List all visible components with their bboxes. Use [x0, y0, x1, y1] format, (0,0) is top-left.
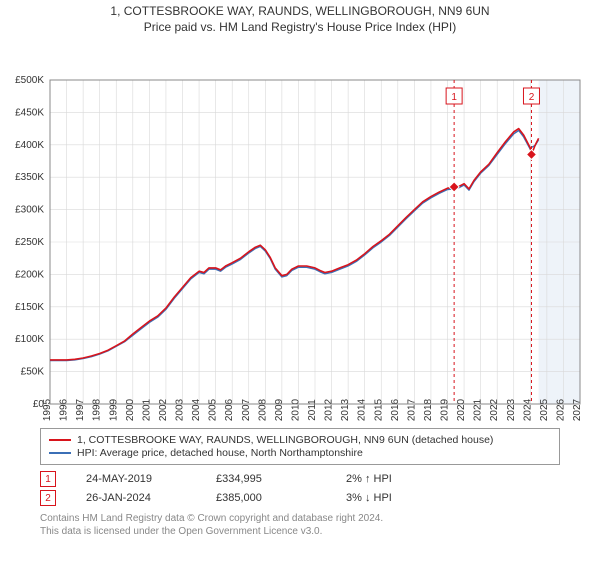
- svg-text:£100K: £100K: [15, 334, 44, 345]
- svg-text:2005: 2005: [208, 398, 219, 421]
- transaction-marker: 2: [40, 490, 56, 506]
- svg-text:2014: 2014: [357, 398, 368, 421]
- title-line-2: Price paid vs. HM Land Registry's House …: [0, 20, 600, 34]
- svg-text:1995: 1995: [42, 398, 53, 421]
- svg-text:1999: 1999: [108, 398, 119, 421]
- svg-text:1998: 1998: [92, 398, 103, 421]
- svg-text:£350K: £350K: [15, 172, 44, 183]
- legend-label: 1, COTTESBROOKE WAY, RAUNDS, WELLINGBORO…: [77, 434, 493, 446]
- svg-text:2010: 2010: [290, 398, 301, 421]
- svg-text:£300K: £300K: [15, 205, 44, 216]
- svg-text:2011: 2011: [307, 399, 318, 421]
- svg-text:2022: 2022: [489, 398, 500, 421]
- chart-legend: 1, COTTESBROOKE WAY, RAUNDS, WELLINGBORO…: [40, 428, 560, 465]
- svg-text:2001: 2001: [141, 398, 152, 421]
- footer-line-1: Contains HM Land Registry data © Crown c…: [40, 512, 560, 525]
- svg-text:2002: 2002: [158, 398, 169, 421]
- svg-text:2019: 2019: [440, 398, 451, 421]
- transaction-row: 1 24-MAY-2019 £334,995 2% ↑ HPI: [40, 471, 560, 487]
- svg-text:1996: 1996: [59, 398, 70, 421]
- svg-text:2006: 2006: [224, 398, 235, 421]
- svg-text:2027: 2027: [572, 398, 583, 421]
- transaction-delta: 3% ↓ HPI: [346, 492, 446, 504]
- svg-text:2026: 2026: [555, 398, 566, 421]
- title-line-1: 1, COTTESBROOKE WAY, RAUNDS, WELLINGBORO…: [0, 4, 600, 18]
- svg-text:2009: 2009: [274, 398, 285, 421]
- svg-text:1: 1: [451, 92, 457, 103]
- transaction-date: 24-MAY-2019: [86, 473, 186, 485]
- svg-text:£250K: £250K: [15, 237, 44, 248]
- price-chart: £0£50K£100K£150K£200K£250K£300K£350K£400…: [0, 34, 600, 422]
- svg-text:2007: 2007: [241, 398, 252, 421]
- svg-text:£200K: £200K: [15, 269, 44, 280]
- svg-text:2003: 2003: [175, 398, 186, 421]
- transaction-row: 2 26-JAN-2024 £385,000 3% ↓ HPI: [40, 490, 560, 506]
- legend-swatch: [49, 439, 71, 441]
- legend-row: 1, COTTESBROOKE WAY, RAUNDS, WELLINGBORO…: [49, 434, 551, 446]
- footer-line-2: This data is licensed under the Open Gov…: [40, 525, 560, 538]
- svg-text:2008: 2008: [257, 398, 268, 421]
- svg-text:2018: 2018: [423, 398, 434, 421]
- svg-text:2025: 2025: [539, 398, 550, 421]
- svg-text:2: 2: [529, 92, 535, 103]
- transaction-price: £385,000: [216, 492, 316, 504]
- svg-text:2021: 2021: [473, 398, 484, 421]
- legend-swatch: [49, 452, 71, 454]
- attribution-footer: Contains HM Land Registry data © Crown c…: [40, 512, 560, 538]
- svg-text:2020: 2020: [456, 398, 467, 421]
- svg-text:2015: 2015: [373, 398, 384, 421]
- legend-row: HPI: Average price, detached house, Nort…: [49, 447, 551, 459]
- svg-text:2012: 2012: [324, 398, 335, 421]
- svg-text:£500K: £500K: [15, 75, 44, 86]
- svg-text:£450K: £450K: [15, 107, 44, 118]
- transaction-delta: 2% ↑ HPI: [346, 473, 446, 485]
- transaction-date: 26-JAN-2024: [86, 492, 186, 504]
- svg-text:2000: 2000: [125, 398, 136, 421]
- svg-text:2023: 2023: [506, 398, 517, 421]
- svg-text:£150K: £150K: [15, 302, 44, 313]
- svg-text:£400K: £400K: [15, 140, 44, 151]
- svg-text:2024: 2024: [522, 398, 533, 421]
- svg-text:£50K: £50K: [21, 367, 45, 378]
- svg-text:2013: 2013: [340, 398, 351, 421]
- svg-text:2004: 2004: [191, 398, 202, 421]
- transaction-marker: 1: [40, 471, 56, 487]
- svg-text:2016: 2016: [390, 398, 401, 421]
- transaction-price: £334,995: [216, 473, 316, 485]
- transactions-table: 1 24-MAY-2019 £334,995 2% ↑ HPI 2 26-JAN-2024…: [40, 471, 560, 506]
- svg-text:1997: 1997: [75, 398, 86, 421]
- svg-text:2017: 2017: [406, 398, 417, 421]
- legend-label: HPI: Average price, detached house, Nort…: [77, 447, 363, 459]
